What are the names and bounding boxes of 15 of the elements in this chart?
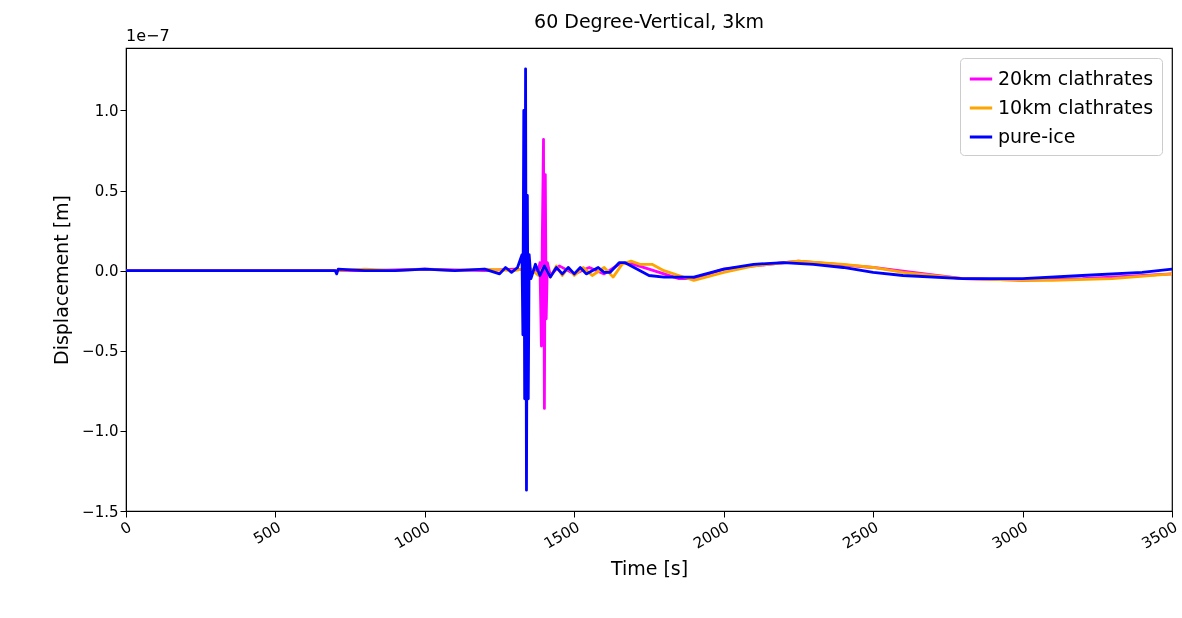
y-tick-label: 1.0 bbox=[94, 101, 119, 120]
y-tick-label: 0.0 bbox=[94, 262, 119, 281]
legend-label: pure-ice bbox=[998, 125, 1076, 147]
y-tick-label: −1.0 bbox=[82, 422, 119, 441]
y-axis-title: Displacement [m] bbox=[50, 195, 73, 365]
x-tick-label: 500 bbox=[250, 517, 284, 548]
chart-title: 60 Degree-Vertical, 3km bbox=[534, 10, 764, 32]
text: 1e−7 bbox=[126, 26, 170, 45]
legend-label: 10km clathrates bbox=[998, 96, 1154, 118]
y-tick-label: −0.5 bbox=[82, 342, 119, 361]
legend-label: 20km clathrates bbox=[998, 67, 1154, 89]
y-tick-label: 0.5 bbox=[94, 182, 119, 201]
x-tick-label: 0 bbox=[117, 517, 135, 539]
y-tick-label: −1.5 bbox=[82, 502, 119, 521]
x-axis-title: Time [s] bbox=[609, 556, 689, 579]
